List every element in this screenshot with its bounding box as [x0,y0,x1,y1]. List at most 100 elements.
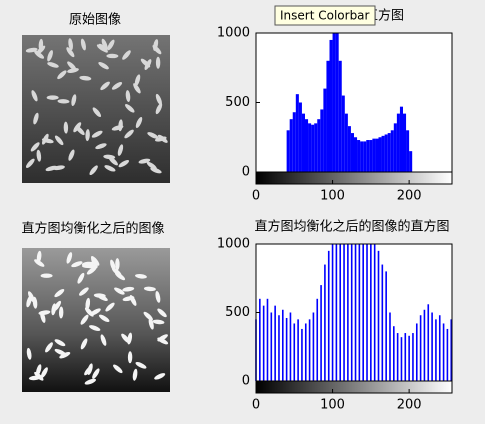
rice-grain [66,47,75,58]
bar [358,244,361,381]
bar [270,312,273,381]
bar [259,298,261,381]
bar [435,319,437,381]
histogram-bar [323,88,327,172]
rice-grain [143,286,156,292]
rice-grain [32,296,38,309]
rice-grain [71,94,77,106]
histogram-bar [308,123,312,172]
rice-grain [124,129,134,139]
bar [366,244,368,381]
rice-grain [84,365,93,376]
bar [320,285,322,381]
rice-grain [155,93,162,106]
rice-grain [34,371,44,381]
rice-grain [54,289,65,298]
rice-grain [85,129,90,142]
rice-grain [118,159,130,168]
histogram-bar [326,60,330,172]
rice-grain [80,338,88,350]
bar [385,271,387,381]
rice-grain [26,347,32,360]
rice-grain [155,103,163,115]
x-tick-label: 200 [397,398,422,413]
histogram-bar [363,141,367,172]
rice-grain [67,61,77,71]
histogram-bar [375,138,379,172]
rice-grain [132,368,138,381]
rice-grain [73,122,82,133]
rice-grain [80,38,86,51]
x-tick-label: 0 [252,398,260,413]
histogram-bar [409,151,413,172]
rice-grain [63,121,69,134]
rice-grain [157,134,168,143]
rice-grain [53,300,62,312]
rice-grain [125,104,135,113]
histogram-bar [338,60,342,172]
rice-grain [115,258,120,271]
bar [304,323,307,381]
rice-grain [68,149,75,161]
bar [373,244,376,381]
rice-grain [47,62,59,68]
y-tick-label: 1000 [217,237,250,252]
rice-grain [98,314,110,322]
histogram-bar [403,113,407,172]
rice-grain [93,293,106,298]
rice-grain [30,142,40,152]
rice-grain [144,59,152,70]
rice-grain [46,95,59,100]
rice-grain [98,62,109,70]
rice-grain [122,286,135,292]
bar [427,304,430,381]
rice-grain [155,56,161,69]
bar [423,309,426,381]
rice-grain [98,43,108,53]
histogram-bar [332,33,336,172]
rice-grain [40,311,46,323]
bar [362,244,364,381]
rice-grain [57,99,70,104]
histogram-bar [295,94,299,172]
histogram-bar [317,119,321,172]
bar [262,305,265,381]
rice-grain [111,82,123,90]
rice-grain [26,295,32,308]
rice-grain [113,364,123,374]
bar [343,244,345,381]
bar [316,298,319,381]
bar [442,323,445,381]
bar [347,244,349,381]
rice-grain [53,165,65,171]
colorbar [255,171,453,185]
histogram-bar [335,33,339,172]
rice-grain [92,368,100,379]
rice-grain [134,74,141,86]
bar [335,244,338,381]
rice-grain [91,130,103,138]
bar [308,319,311,381]
rice-grain [111,125,124,131]
rice-grain [81,261,94,267]
rice-grain [41,138,54,144]
bar [431,312,433,381]
rice-grain [85,297,91,310]
rice-grain [101,38,108,51]
x-tick-label: 200 [397,189,422,204]
rice-grain [40,367,48,379]
bar [404,333,407,381]
rice-grain [100,334,107,346]
rice-grain [121,333,130,344]
bar [412,333,414,381]
histogram-bar [396,113,400,172]
bar [370,244,372,381]
histogram-bar [347,126,351,172]
rice-grain [33,112,39,125]
rice-grain [134,273,147,279]
bar [389,312,391,381]
histogram-bar [301,113,305,172]
rice-grain [157,308,167,318]
rice-grain [68,38,73,51]
